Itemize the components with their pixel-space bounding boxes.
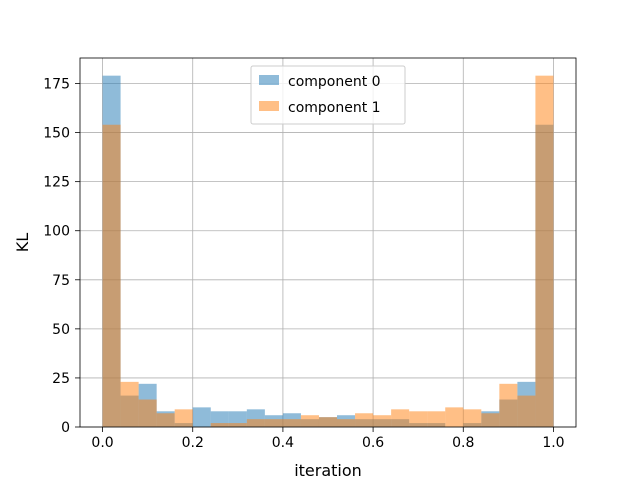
legend: component 0 component 1 [250,65,406,125]
legend-label: component 1 [288,100,381,116]
x-tick-label: 0.2 [182,435,204,451]
histogram-bar [391,409,410,427]
y-tick-label: 25 [52,371,70,387]
legend-label: component 0 [288,74,381,90]
histogram-bar [246,419,265,427]
legend-box [250,65,406,125]
legend-swatch [259,101,279,111]
y-tick-label: 50 [52,322,70,338]
y-tick-label: 0 [61,420,70,436]
series-1 [102,75,554,428]
histogram-bar [409,411,428,427]
histogram-bar [300,415,319,427]
y-tick-label: 100 [43,224,70,240]
y-tick-label: 150 [43,126,70,142]
x-tick-label: 1.0 [542,435,564,451]
bars-layer [102,75,554,428]
histogram-bar [517,395,536,427]
y-tick-label: 125 [43,175,70,191]
histogram-bar [174,409,193,427]
legend-swatch [259,75,279,85]
axes-layer: 0.0 0.2 0.4 0.6 0.8 1.0 0 25 50 75 100 125 150 175 ite… [13,57,577,480]
x-tick-label: 0.8 [452,435,474,451]
x-axis-label: iteration [294,461,362,480]
histogram-bar [102,124,121,427]
plot-frame [79,57,577,428]
histogram-bar [318,417,338,427]
histogram-bar [337,419,356,427]
histogram-bar [463,409,482,427]
histogram-bar [228,423,247,427]
histogram-bar [535,75,554,428]
series-0 [102,75,554,428]
x-tick-label: 0.6 [362,435,384,451]
x-tick-label: 0.4 [272,435,294,451]
histogram-bar [138,399,157,427]
histogram-bar [210,423,229,427]
y-axis-label: KL [13,233,32,252]
histogram-bar [282,419,301,427]
histogram-bar [427,411,446,427]
histogram-bar [120,381,139,427]
histogram-bar [373,415,392,427]
histogram-bar [355,413,374,427]
histogram-bar [156,413,175,427]
histogram-bar [445,407,464,427]
y-tick-label: 75 [52,273,70,289]
histogram-bar [192,407,211,427]
x-tick-label: 0.0 [91,435,113,451]
histogram-bar [481,413,500,427]
y-tick-label: 175 [43,77,70,93]
histogram-bar [264,419,283,427]
histogram-bar [499,383,518,427]
